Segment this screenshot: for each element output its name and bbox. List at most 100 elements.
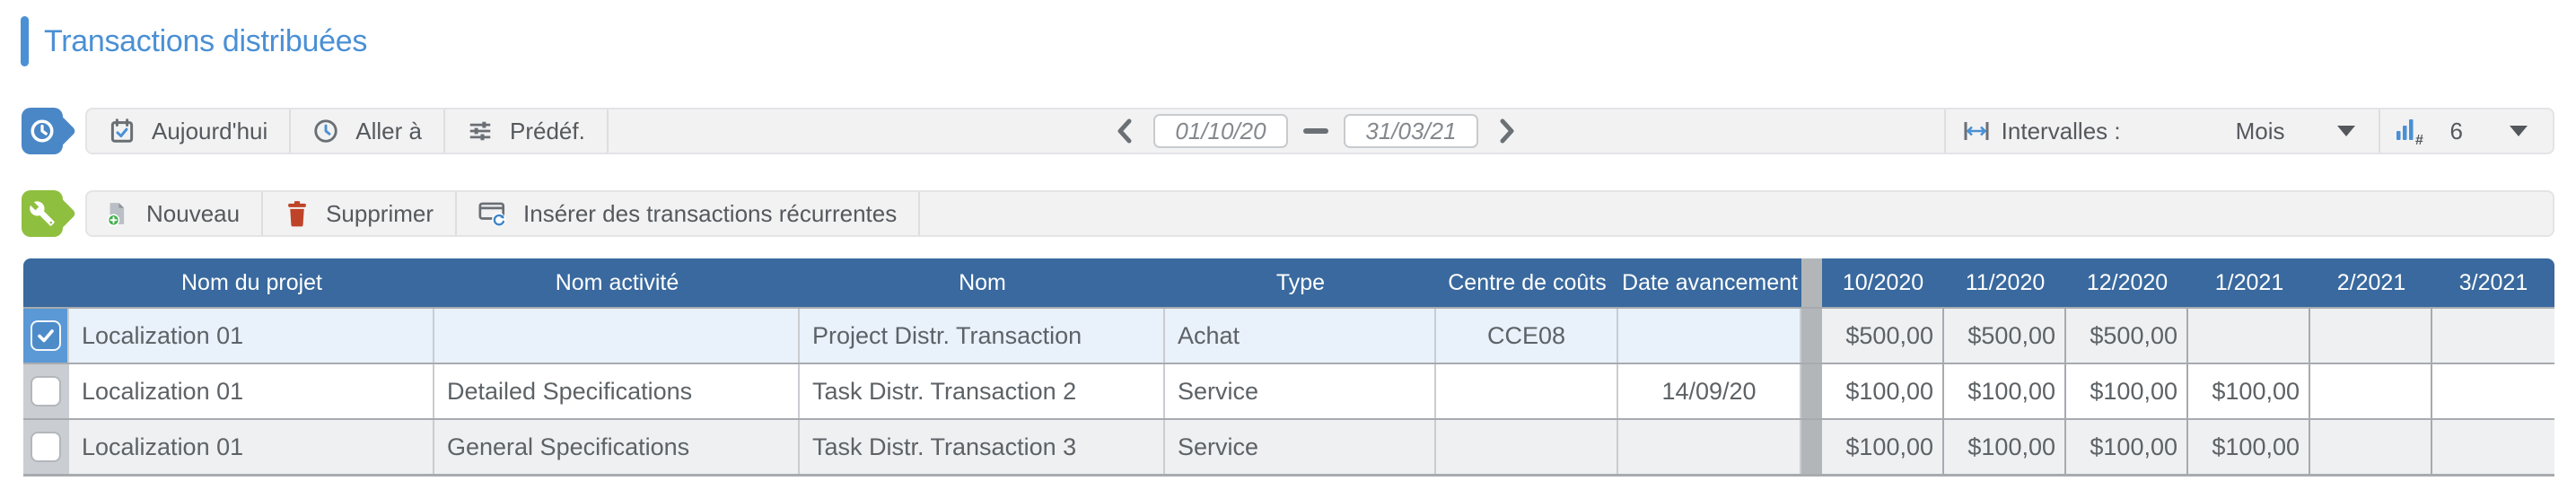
table-header: Nom du projet Nom activité Nom Type Cent… bbox=[23, 258, 2554, 307]
clock-badge-icon bbox=[22, 108, 77, 154]
presets-button-label: Prédéf. bbox=[509, 117, 585, 144]
horizontal-span-icon bbox=[1964, 122, 1989, 140]
separator bbox=[261, 192, 264, 235]
column-splitter[interactable] bbox=[1801, 420, 1822, 474]
separator bbox=[442, 109, 445, 153]
cell-cost-center: CCE08 bbox=[1436, 309, 1618, 363]
header-month: 11/2020 bbox=[1944, 258, 2066, 307]
cell-month-value[interactable]: $100,00 bbox=[2066, 364, 2188, 418]
column-splitter[interactable] bbox=[1801, 258, 1822, 307]
cell-type: Achat bbox=[1165, 309, 1436, 363]
cell-month-value[interactable] bbox=[2310, 309, 2432, 363]
insert-recurring-button[interactable]: Insérer des transactions récurrentes bbox=[457, 192, 918, 235]
cell-month-value[interactable] bbox=[2432, 309, 2554, 363]
new-button[interactable]: Nouveau bbox=[87, 192, 261, 235]
header-month: 2/2021 bbox=[2310, 258, 2432, 307]
row-checkbox[interactable] bbox=[23, 420, 69, 474]
interval-unit-dropdown[interactable]: Mois bbox=[2236, 118, 2355, 145]
separator bbox=[289, 109, 292, 153]
cell-cost-center bbox=[1436, 420, 1618, 474]
delete-button[interactable]: Supprimer bbox=[263, 192, 455, 235]
date-range-dash bbox=[1303, 128, 1328, 134]
header-name[interactable]: Nom bbox=[800, 258, 1165, 307]
page-title: Transactions distribuées bbox=[44, 23, 368, 58]
time-toolbar: Aujourd'hui Aller à Prédéf. bbox=[22, 108, 2554, 154]
table-row[interactable]: Localization 01 General Specifications T… bbox=[23, 418, 2554, 474]
new-button-label: Nouveau bbox=[146, 199, 241, 227]
cell-month-value[interactable]: $100,00 bbox=[2188, 420, 2310, 474]
cell-name: Task Distr. Transaction 3 bbox=[800, 420, 1165, 474]
table-row[interactable]: Localization 01 Detailed Specifications … bbox=[23, 363, 2554, 418]
header-progress-date[interactable]: Date avancement bbox=[1618, 258, 1801, 307]
new-document-icon bbox=[107, 203, 125, 226]
header-month: 10/2020 bbox=[1822, 258, 1944, 307]
actions-toolbar: Nouveau Supprimer bbox=[22, 190, 2554, 237]
calendar-check-icon bbox=[110, 118, 134, 143]
cell-activity: Detailed Specifications bbox=[434, 364, 800, 418]
cell-cost-center bbox=[1436, 364, 1618, 418]
column-splitter[interactable] bbox=[1801, 309, 1822, 363]
cell-month-value[interactable]: $100,00 bbox=[2066, 420, 2188, 474]
cell-project: Localization 01 bbox=[69, 309, 434, 363]
cell-name: Project Distr. Transaction bbox=[800, 309, 1165, 363]
cell-month-value[interactable]: $100,00 bbox=[1822, 420, 1944, 474]
interval-count-value: 6 bbox=[2449, 117, 2463, 144]
cell-project: Localization 01 bbox=[69, 420, 434, 474]
presets-button[interactable]: Prédéf. bbox=[445, 109, 607, 153]
chevron-left-icon[interactable] bbox=[1111, 117, 1138, 145]
cell-month-value[interactable] bbox=[2432, 364, 2554, 418]
transactions-table: Nom du projet Nom activité Nom Type Cent… bbox=[23, 258, 2554, 477]
header-type[interactable]: Type bbox=[1165, 258, 1436, 307]
card-refresh-icon bbox=[478, 202, 506, 227]
today-button[interactable]: Aujourd'hui bbox=[87, 109, 289, 153]
column-splitter[interactable] bbox=[1801, 364, 1822, 418]
insert-recurring-button-label: Insérer des transactions récurrentes bbox=[523, 199, 898, 227]
cell-month-value[interactable]: $100,00 bbox=[1944, 364, 2066, 418]
bar-chart-count-icon: # bbox=[2396, 119, 2423, 145]
cell-month-value[interactable] bbox=[2188, 309, 2310, 363]
cell-progress-date: 14/09/20 bbox=[1618, 364, 1801, 418]
time-toolbar-left-group: Aujourd'hui Aller à Prédéf. bbox=[87, 109, 2553, 153]
chevron-right-icon[interactable] bbox=[1494, 117, 1520, 145]
actions-toolbar-group: Nouveau Supprimer bbox=[87, 192, 2553, 235]
cell-progress-date bbox=[1618, 309, 1801, 363]
cell-month-value[interactable] bbox=[2310, 364, 2432, 418]
header-month: 1/2021 bbox=[2188, 258, 2310, 307]
title-accent-bar bbox=[21, 16, 29, 66]
date-range-group: 01/10/20 31/03/21 bbox=[1111, 109, 1520, 153]
trash-icon bbox=[288, 201, 306, 227]
date-from-input[interactable]: 01/10/20 bbox=[1153, 114, 1288, 148]
cell-activity bbox=[434, 309, 800, 363]
goto-date-button[interactable]: Aller à bbox=[291, 109, 443, 153]
cell-month-value[interactable]: $100,00 bbox=[1822, 364, 1944, 418]
table-row[interactable]: Localization 01 Project Distr. Transacti… bbox=[23, 307, 2554, 363]
cell-month-value[interactable]: $500,00 bbox=[2066, 309, 2188, 363]
header-month: 12/2020 bbox=[2066, 258, 2188, 307]
cell-month-value[interactable]: $500,00 bbox=[1822, 309, 1944, 363]
chevron-down-icon bbox=[2336, 126, 2355, 136]
cell-activity: General Specifications bbox=[434, 420, 800, 474]
cell-month-value[interactable]: $500,00 bbox=[1944, 309, 2066, 363]
header-month: 3/2021 bbox=[2432, 258, 2554, 307]
row-checkbox[interactable] bbox=[23, 364, 69, 418]
sliders-icon bbox=[469, 121, 491, 141]
cell-month-value[interactable] bbox=[2310, 420, 2432, 474]
separator bbox=[1943, 109, 1946, 153]
interval-count-dropdown[interactable]: 6 bbox=[2427, 118, 2528, 145]
cell-type: Service bbox=[1165, 364, 1436, 418]
header-activity-name[interactable]: Nom activité bbox=[434, 258, 800, 307]
header-project-name[interactable]: Nom du projet bbox=[69, 258, 434, 307]
clock-icon bbox=[314, 119, 337, 143]
cell-month-value[interactable] bbox=[2432, 420, 2554, 474]
cell-month-value[interactable]: $100,00 bbox=[1944, 420, 2066, 474]
date-to-input[interactable]: 31/03/21 bbox=[1344, 114, 1478, 148]
today-button-label: Aujourd'hui bbox=[152, 117, 268, 144]
separator bbox=[606, 109, 609, 153]
intervals-group: Intervalles : Mois # 6 bbox=[1943, 109, 2553, 153]
separator bbox=[2378, 109, 2380, 153]
cell-month-value[interactable]: $100,00 bbox=[2188, 364, 2310, 418]
chevron-down-icon bbox=[2510, 126, 2528, 136]
row-checkbox[interactable] bbox=[23, 309, 69, 363]
header-cost-center[interactable]: Centre de coûts bbox=[1436, 258, 1618, 307]
separator bbox=[455, 192, 458, 235]
